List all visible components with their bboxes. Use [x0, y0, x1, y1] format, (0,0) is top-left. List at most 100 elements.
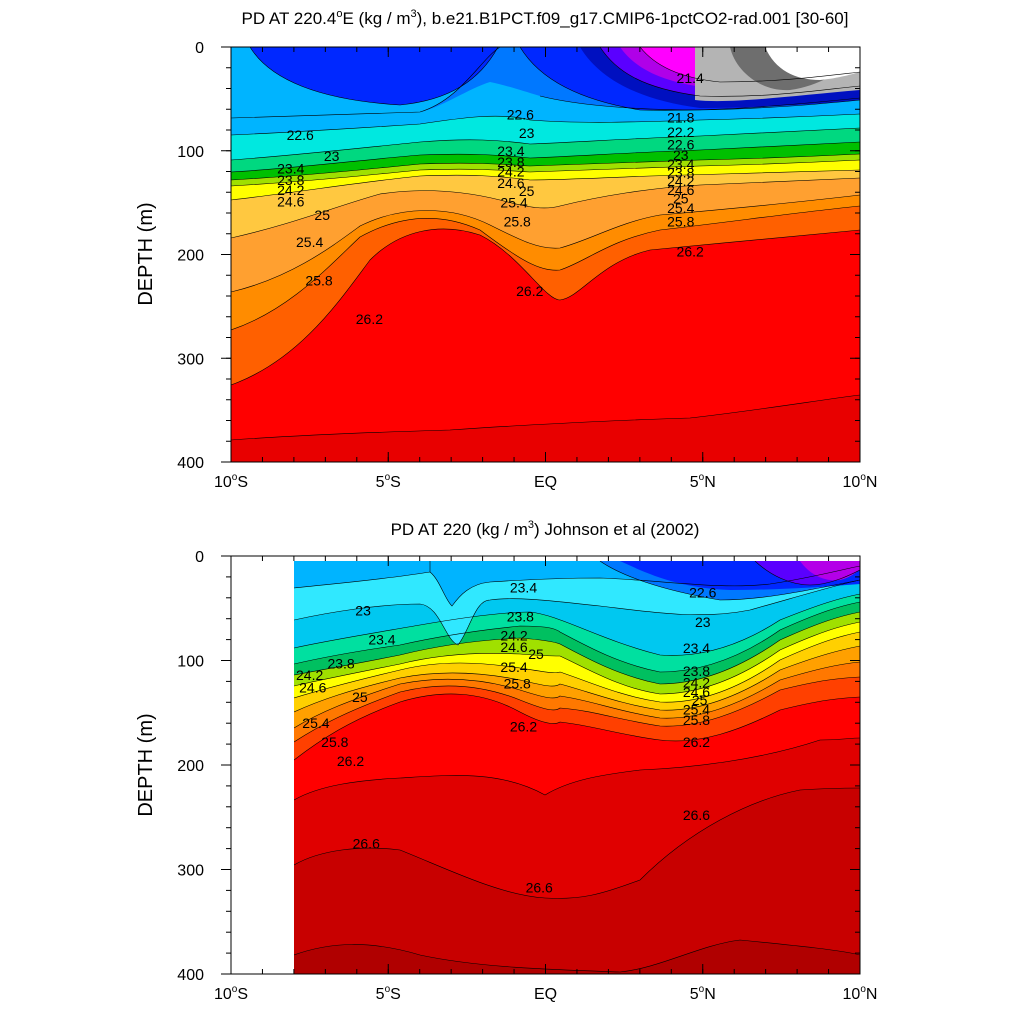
- contour-label: 24.6: [667, 182, 694, 198]
- x-tick-label: EQ: [534, 986, 557, 1003]
- top-panel-title: PD AT 220.4oE (kg / m3), b.e21.B1PCT.f09…: [242, 8, 849, 28]
- y-tick-label: 100: [177, 654, 204, 671]
- y-tick-label: 100: [177, 144, 204, 161]
- contour-label: 24.2: [667, 173, 694, 189]
- contour-label: 23.4: [277, 160, 304, 176]
- bottom-y-axis-label: DEPTH (m): [135, 713, 157, 816]
- bottom-axes: 10oS 5oS EQ 5oN 10oN 0 100 200 300 400: [177, 549, 877, 1003]
- fill-19: [765, 47, 860, 80]
- contour-label: 26.2: [510, 718, 537, 734]
- x-tick-label: 10oS: [214, 472, 248, 491]
- top-contour-lines: [231, 47, 860, 441]
- contour-label: 24.2: [296, 667, 323, 683]
- contour-label: 23: [324, 148, 340, 164]
- x-tick-label: 10oN: [843, 984, 878, 1003]
- contour-label: 23.4: [497, 143, 524, 159]
- contour-label: 24.6: [497, 175, 524, 191]
- fill-26.6: [231, 395, 860, 462]
- x-tick-label: EQ: [534, 474, 557, 491]
- top-panel: PD AT 220.4oE (kg / m3), b.e21.B1PCT.f09…: [135, 8, 877, 491]
- contour-label: 23.8: [497, 154, 524, 170]
- contour-label: 25.8: [504, 213, 531, 229]
- x-tick-label: 5oN: [690, 472, 716, 491]
- contour-label: 24.2: [277, 182, 304, 198]
- bottom-panel: PD AT 220 (kg / m3) Johnson et al (2002): [135, 519, 877, 1003]
- contour-label: 21.8: [667, 110, 694, 126]
- contour-label: 24.6: [683, 684, 710, 700]
- contour-label: 25: [352, 689, 368, 705]
- contour-label: 23.4: [683, 640, 710, 656]
- contour-label: 26.2: [677, 243, 704, 259]
- x-tick-label: 5oN: [690, 984, 716, 1003]
- y-tick-label: 400: [177, 967, 204, 984]
- bottom-contour-fill: [294, 561, 860, 974]
- contour-label: 23.8: [507, 609, 534, 625]
- contour-label: 23: [673, 147, 689, 163]
- top-contour-labels: 22.62323.423.824.224.62525.425.826.222.6…: [277, 70, 704, 327]
- x-tick-label: 10oS: [214, 984, 248, 1003]
- contour-label: 26.2: [337, 753, 364, 769]
- contour-label: 25: [673, 190, 689, 206]
- contour-label: 23.4: [510, 579, 537, 595]
- contour-label: 25.8: [667, 213, 694, 229]
- y-tick-label: 200: [177, 758, 204, 775]
- contour-label: 23.8: [667, 165, 694, 181]
- x-tick-label: 5oS: [376, 472, 401, 491]
- contour-label: 23.4: [667, 156, 694, 172]
- contour-label: 25.4: [500, 195, 527, 211]
- contour-label: 25.8: [683, 712, 710, 728]
- contour-label: 22.6: [287, 127, 314, 143]
- contour-label: 24.6: [299, 680, 326, 696]
- contour-label: 26.2: [683, 734, 710, 750]
- contour-label: 22.6: [667, 137, 694, 153]
- contour-label: 25: [314, 207, 330, 223]
- contour-label: 25: [528, 646, 544, 662]
- y-tick-label: 300: [177, 351, 204, 368]
- top-contour-fill: [231, 47, 860, 462]
- contour-label: 23: [355, 602, 371, 618]
- contour-label: 24.6: [500, 639, 527, 655]
- contour-label: 23: [519, 125, 535, 141]
- contour-label: 26.6: [353, 835, 380, 851]
- bottom-contour-labels: 2323.423.824.224.62525.425.826.226.623.4…: [296, 579, 717, 895]
- contour-label: 23.8: [683, 663, 710, 679]
- contour-label: 24.6: [277, 194, 304, 210]
- contour-label: 24.2: [497, 164, 524, 180]
- contour-label: 21.4: [677, 70, 704, 86]
- contour-label: 25.4: [667, 200, 694, 216]
- contour-label: 23: [695, 614, 711, 630]
- contour-label: 25: [692, 692, 708, 708]
- top-y-axis-label: DEPTH (m): [135, 202, 157, 305]
- contour-label: 25.8: [504, 675, 531, 691]
- contour-label: 24.2: [683, 674, 710, 690]
- contour-label: 23.4: [368, 632, 395, 648]
- top-axes: 10oS 5oS EQ 5oN 10oN 0 100 200 300 400: [177, 40, 877, 491]
- bottom-contour-lines: [294, 561, 860, 973]
- contour-label: 22.2: [667, 124, 694, 140]
- contour-label: 25: [519, 183, 535, 199]
- contour-label: 26.2: [356, 311, 383, 327]
- contour-label: 25.8: [321, 734, 348, 750]
- y-tick-label: 400: [177, 455, 204, 472]
- y-tick-label: 0: [195, 40, 204, 57]
- contour-label: 25.8: [305, 272, 332, 288]
- contour-label: 22.6: [507, 106, 534, 122]
- y-tick-label: 0: [195, 549, 204, 566]
- x-tick-label: 5oS: [376, 984, 401, 1003]
- contour-label: 24.2: [500, 627, 527, 643]
- contour-label: 22.6: [689, 585, 716, 601]
- contour-label: 23.8: [277, 172, 304, 188]
- contour-label: 26.6: [526, 879, 553, 895]
- contour-label: 23.8: [327, 656, 354, 672]
- contour-label: 25.4: [302, 715, 329, 731]
- fill-21.8: [250, 47, 498, 105]
- y-tick-label: 300: [177, 863, 204, 880]
- x-tick-label: 10oN: [843, 472, 878, 491]
- contour-label: 26.6: [683, 807, 710, 823]
- contour-label: 26.2: [516, 283, 543, 299]
- contour-label: 25.4: [500, 659, 527, 675]
- bottom-panel-title: PD AT 220 (kg / m3) Johnson et al (2002): [391, 519, 700, 539]
- y-tick-label: 200: [177, 248, 204, 265]
- fill-19.8: [800, 561, 860, 581]
